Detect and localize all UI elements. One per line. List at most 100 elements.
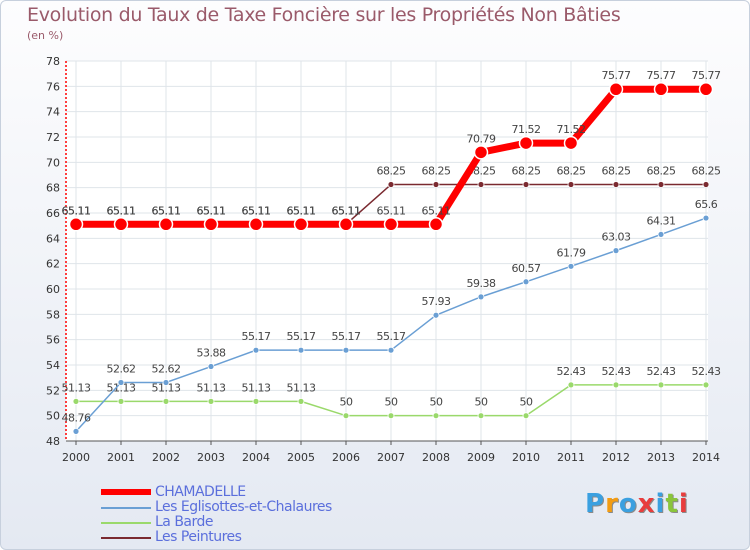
data-point-les-eglisottes-et-chalaures (297, 346, 305, 354)
data-label-les-eglisottes-et-chalaures: 55.17 (242, 330, 271, 343)
data-point-la-barde (387, 412, 395, 420)
legend-swatch (101, 522, 151, 524)
x-tick-label: 2012 (602, 451, 630, 464)
data-label-les-eglisottes-et-chalaures: 57.93 (422, 295, 451, 308)
data-label-les-peintures: 68.25 (422, 165, 451, 178)
data-label-chamadelle: 75.77 (647, 69, 676, 82)
x-tick-label: 2011 (557, 451, 585, 464)
data-point-chamadelle (68, 217, 84, 232)
data-point-chamadelle (698, 81, 714, 97)
data-point-chamadelle (653, 81, 669, 97)
data-label-chamadelle: 65.11 (377, 204, 406, 217)
y-tick-label: 70 (46, 156, 60, 169)
data-label-les-eglisottes-et-chalaures: 59.38 (467, 277, 496, 290)
y-tick-label: 72 (46, 131, 60, 144)
chart-title: Evolution du Taux de Taxe Foncière sur l… (27, 4, 621, 26)
data-point-la-barde (657, 381, 665, 389)
data-label-les-peintures: 65.11 (287, 204, 316, 217)
data-point-les-eglisottes-et-chalaures (72, 427, 80, 435)
x-tick-label: 2007 (377, 451, 405, 464)
data-point-chamadelle (158, 217, 174, 232)
data-label-la-barde: 50 (475, 396, 488, 409)
data-label-les-peintures: 65.11 (62, 204, 91, 217)
data-label-la-barde: 51.13 (287, 381, 316, 394)
data-point-la-barde (432, 412, 440, 420)
data-label-la-barde: 51.13 (152, 381, 181, 394)
data-label-les-eglisottes-et-chalaures: 61.79 (557, 246, 586, 259)
data-label-les-peintures: 65.11 (107, 204, 136, 217)
data-label-les-eglisottes-et-chalaures: 64.31 (647, 214, 676, 227)
data-label-les-peintures: 65.11 (332, 204, 361, 217)
data-point-les-eglisottes-et-chalaures (162, 379, 170, 386)
data-label-chamadelle: 75.77 (692, 69, 721, 82)
data-label-les-eglisottes-et-chalaures: 60.57 (512, 262, 541, 275)
y-tick-label: 54 (46, 359, 60, 372)
data-label-chamadelle: 65.11 (152, 204, 181, 217)
data-point-les-peintures (612, 181, 620, 188)
data-point-chamadelle (473, 145, 489, 160)
legend-swatch (101, 489, 151, 495)
y-tick-label: 60 (46, 283, 60, 296)
data-point-les-peintures (657, 181, 665, 188)
data-label-la-barde: 50 (385, 396, 398, 409)
x-tick-label: 2010 (512, 451, 540, 464)
data-label-chamadelle: 65.11 (62, 204, 91, 217)
data-label-les-eglisottes-et-chalaures: 55.17 (287, 330, 316, 343)
x-tick-label: 2013 (647, 451, 675, 464)
data-point-chamadelle (248, 217, 264, 232)
legend-swatch (101, 507, 151, 509)
data-point-la-barde (117, 397, 125, 405)
data-label-les-eglisottes-et-chalaures: 48.76 (62, 411, 91, 424)
legend-label: Les Eglisottes-et-Chalaures (155, 499, 332, 515)
data-label-les-eglisottes-et-chalaures: 52.62 (152, 362, 181, 375)
y-tick-label: 52 (46, 384, 60, 397)
y-tick-label: 76 (46, 80, 60, 93)
data-label-chamadelle: 70.79 (467, 132, 496, 145)
data-point-chamadelle (608, 81, 624, 97)
y-tick-label: 74 (46, 106, 60, 119)
data-point-les-eglisottes-et-chalaures (432, 311, 440, 319)
y-tick-label: 48 (46, 435, 60, 448)
data-point-la-barde (477, 412, 485, 420)
data-point-la-barde (342, 412, 350, 420)
data-point-les-eglisottes-et-chalaures (252, 346, 260, 354)
data-label-les-eglisottes-et-chalaures: 53.88 (197, 347, 226, 360)
data-point-les-eglisottes-et-chalaures (612, 247, 620, 255)
data-point-chamadelle (338, 217, 354, 232)
data-point-chamadelle (518, 135, 534, 151)
data-label-les-peintures: 68.25 (377, 165, 406, 178)
legend-label: Les Peintures (155, 529, 242, 545)
data-point-chamadelle (203, 217, 219, 232)
data-point-les-eglisottes-et-chalaures (207, 363, 215, 370)
data-point-les-peintures (522, 181, 530, 188)
data-label-les-peintures: 65.11 (242, 204, 271, 217)
data-point-la-barde (702, 381, 710, 389)
data-label-la-barde: 52.43 (602, 365, 631, 378)
data-point-la-barde (522, 412, 530, 420)
data-point-les-eglisottes-et-chalaures (522, 278, 530, 286)
data-label-les-eglisottes-et-chalaures: 55.17 (377, 330, 406, 343)
data-label-la-barde: 50 (520, 396, 533, 409)
data-label-chamadelle: 65.11 (287, 204, 316, 217)
data-label-les-peintures: 68.25 (512, 165, 541, 178)
data-label-la-barde: 52.43 (692, 365, 721, 378)
data-point-chamadelle (113, 217, 129, 232)
y-tick-label: 64 (46, 232, 60, 245)
data-label-la-barde: 50 (340, 396, 353, 409)
x-tick-label: 2002 (152, 451, 180, 464)
x-tick-label: 2014 (692, 451, 720, 464)
data-label-la-barde: 52.43 (647, 365, 676, 378)
x-tick-label: 2000 (62, 451, 90, 464)
data-point-chamadelle (563, 135, 579, 151)
data-label-chamadelle: 65.11 (332, 204, 361, 217)
data-label-chamadelle: 75.77 (602, 69, 631, 82)
proxiti-logo: Proxiti (585, 489, 689, 519)
data-point-la-barde (252, 397, 260, 405)
data-point-les-eglisottes-et-chalaures (342, 346, 350, 354)
data-label-chamadelle: 65.11 (422, 204, 451, 217)
data-point-les-peintures (432, 181, 440, 188)
data-point-chamadelle (383, 217, 399, 232)
x-tick-label: 2008 (422, 451, 450, 464)
